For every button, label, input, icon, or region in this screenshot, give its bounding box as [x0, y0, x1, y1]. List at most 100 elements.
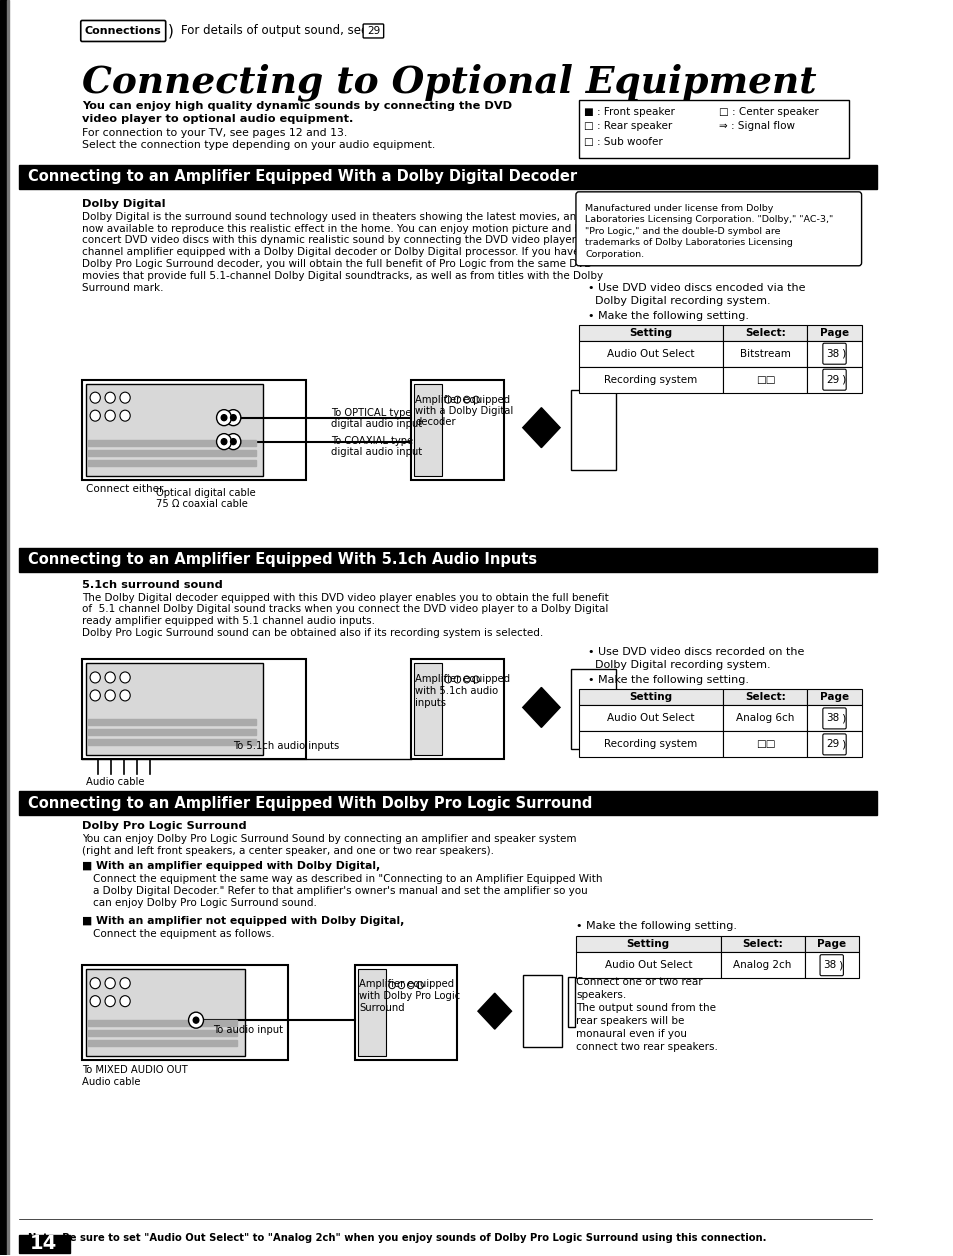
Bar	[358, 970, 386, 1056]
Text: channel amplifier equipped with a Dolby Digital decoder or Dolby Digital process: channel amplifier equipped with a Dolby …	[82, 247, 589, 257]
Text: Audio cable: Audio cable	[82, 1078, 140, 1088]
Bar	[88, 1030, 237, 1036]
Text: 75 Ω coaxial cable: 75 Ω coaxial cable	[155, 499, 248, 509]
Circle shape	[389, 982, 395, 988]
Bar	[355, 965, 456, 1060]
Text: can enjoy Dolby Pro Logic Surround sound.: can enjoy Dolby Pro Logic Surround sound…	[93, 898, 317, 908]
Text: digital audio input: digital audio input	[331, 418, 422, 428]
Text: □ : Sub woofer: □ : Sub woofer	[584, 137, 662, 147]
Bar	[88, 740, 255, 745]
Bar	[722, 340, 806, 367]
Text: Manufactured under license from Dolby: Manufactured under license from Dolby	[585, 203, 773, 212]
Bar	[722, 731, 806, 757]
Circle shape	[120, 411, 130, 421]
FancyBboxPatch shape	[822, 369, 845, 391]
Bar	[806, 367, 861, 393]
Text: ): )	[840, 374, 844, 384]
FancyBboxPatch shape	[822, 708, 845, 728]
Text: 29: 29	[366, 26, 379, 36]
Text: speakers.: speakers.	[576, 990, 625, 1000]
Circle shape	[463, 676, 470, 683]
Text: Dolby Pro Logic Surround decoder, you will obtain the full benefit of Pro Logic : Dolby Pro Logic Surround decoder, you wi…	[82, 259, 592, 269]
Text: Select:: Select:	[744, 328, 785, 338]
Text: Analog 6ch: Analog 6ch	[736, 713, 794, 723]
Text: Page: Page	[819, 692, 848, 702]
Circle shape	[444, 676, 451, 683]
Text: 5.1ch surround sound: 5.1ch surround sound	[82, 579, 223, 589]
Bar	[414, 663, 442, 755]
Bar	[19, 165, 877, 188]
Circle shape	[231, 414, 236, 421]
Circle shape	[120, 690, 130, 701]
Text: decoder: decoder	[415, 417, 456, 427]
Text: Laboratories Licensing Corporation. "Dolby," "AC-3,": Laboratories Licensing Corporation. "Dol…	[585, 215, 833, 225]
Bar	[88, 440, 255, 446]
FancyBboxPatch shape	[822, 343, 845, 364]
Bar	[88, 1040, 237, 1046]
Circle shape	[120, 977, 130, 988]
Circle shape	[226, 433, 240, 450]
Bar	[7, 0, 10, 1255]
Text: Page: Page	[817, 939, 845, 950]
Circle shape	[105, 977, 115, 988]
Text: movies that provide full 5.1-channel Dolby Digital soundtracks, as well as from : movies that provide full 5.1-channel Dol…	[82, 271, 602, 281]
Text: □□: □□	[755, 374, 775, 384]
Text: Select:: Select:	[741, 939, 782, 950]
Text: ■ With an amplifier not equipped with Dolby Digital,: ■ With an amplifier not equipped with Do…	[82, 916, 404, 926]
Text: Connecting to an Amplifier Equipped With a Dolby Digital Decoder: Connecting to an Amplifier Equipped With…	[28, 170, 577, 185]
Circle shape	[189, 1012, 203, 1029]
Text: • Make the following setting.: • Make the following setting.	[587, 676, 748, 686]
Circle shape	[120, 392, 130, 403]
Text: Select the connection type depending on your audio equipment.: Select the connection type depending on …	[82, 139, 435, 149]
Text: For details of output sound, see: For details of output sound, see	[181, 24, 372, 38]
Bar	[19, 548, 877, 571]
Text: of  5.1 channel Dolby Digital sound tracks when you connect the DVD video player: of 5.1 channel Dolby Digital sound track…	[82, 604, 608, 614]
Bar	[722, 367, 806, 393]
Bar	[578, 100, 848, 158]
Text: Connect either.: Connect either.	[86, 484, 166, 494]
Text: Connections: Connections	[85, 26, 161, 36]
Text: Audio Out Select: Audio Out Select	[604, 960, 691, 970]
Text: digital audio input: digital audio input	[331, 447, 422, 457]
Text: Recording system: Recording system	[604, 740, 697, 750]
FancyBboxPatch shape	[81, 20, 166, 41]
Bar	[522, 975, 561, 1048]
Text: trademarks of Dolby Laboratories Licensing: trademarks of Dolby Laboratories Licensi…	[585, 239, 792, 247]
Text: □ : Rear speaker: □ : Rear speaker	[584, 121, 672, 131]
Text: 38: 38	[825, 713, 839, 723]
Bar	[19, 1235, 70, 1253]
Text: To COAXIAL type: To COAXIAL type	[331, 436, 413, 446]
Text: inputs: inputs	[415, 698, 446, 708]
Bar	[578, 706, 722, 731]
Polygon shape	[477, 993, 511, 1029]
Text: (right and left front speakers, a center speaker, and one or two rear speakers).: (right and left front speakers, a center…	[82, 847, 494, 857]
Bar	[803, 952, 858, 978]
Text: You can enjoy Dolby Pro Logic Surround Sound by connecting an amplifier and spea: You can enjoy Dolby Pro Logic Surround S…	[82, 834, 576, 844]
Bar	[571, 389, 616, 470]
Bar	[86, 663, 263, 755]
Text: To audio input: To audio input	[213, 1025, 282, 1035]
Text: To 5.1ch audio inputs: To 5.1ch audio inputs	[233, 741, 339, 751]
Text: • Make the following setting.: • Make the following setting.	[587, 310, 748, 320]
Circle shape	[226, 409, 240, 426]
Circle shape	[216, 409, 232, 426]
Text: Page: Page	[819, 328, 848, 338]
FancyBboxPatch shape	[576, 192, 861, 266]
Text: with 5.1ch audio: with 5.1ch audio	[415, 687, 498, 696]
Text: ): )	[168, 24, 173, 39]
Circle shape	[120, 996, 130, 1006]
Text: Corporation.: Corporation.	[585, 250, 643, 259]
Text: Amplifier equipped: Amplifier equipped	[415, 394, 510, 404]
Text: • Use DVD video discs encoded via the: • Use DVD video discs encoded via the	[587, 283, 804, 293]
Text: monaural even if you: monaural even if you	[576, 1029, 686, 1039]
FancyBboxPatch shape	[820, 955, 842, 976]
Text: Audio Out Select: Audio Out Select	[607, 349, 694, 359]
Circle shape	[105, 690, 115, 701]
Bar	[88, 460, 255, 466]
Circle shape	[231, 438, 236, 445]
Bar	[720, 952, 803, 978]
Circle shape	[90, 690, 100, 701]
Circle shape	[216, 433, 232, 450]
Text: The output sound from the: The output sound from the	[576, 1004, 715, 1014]
Bar	[806, 690, 861, 706]
